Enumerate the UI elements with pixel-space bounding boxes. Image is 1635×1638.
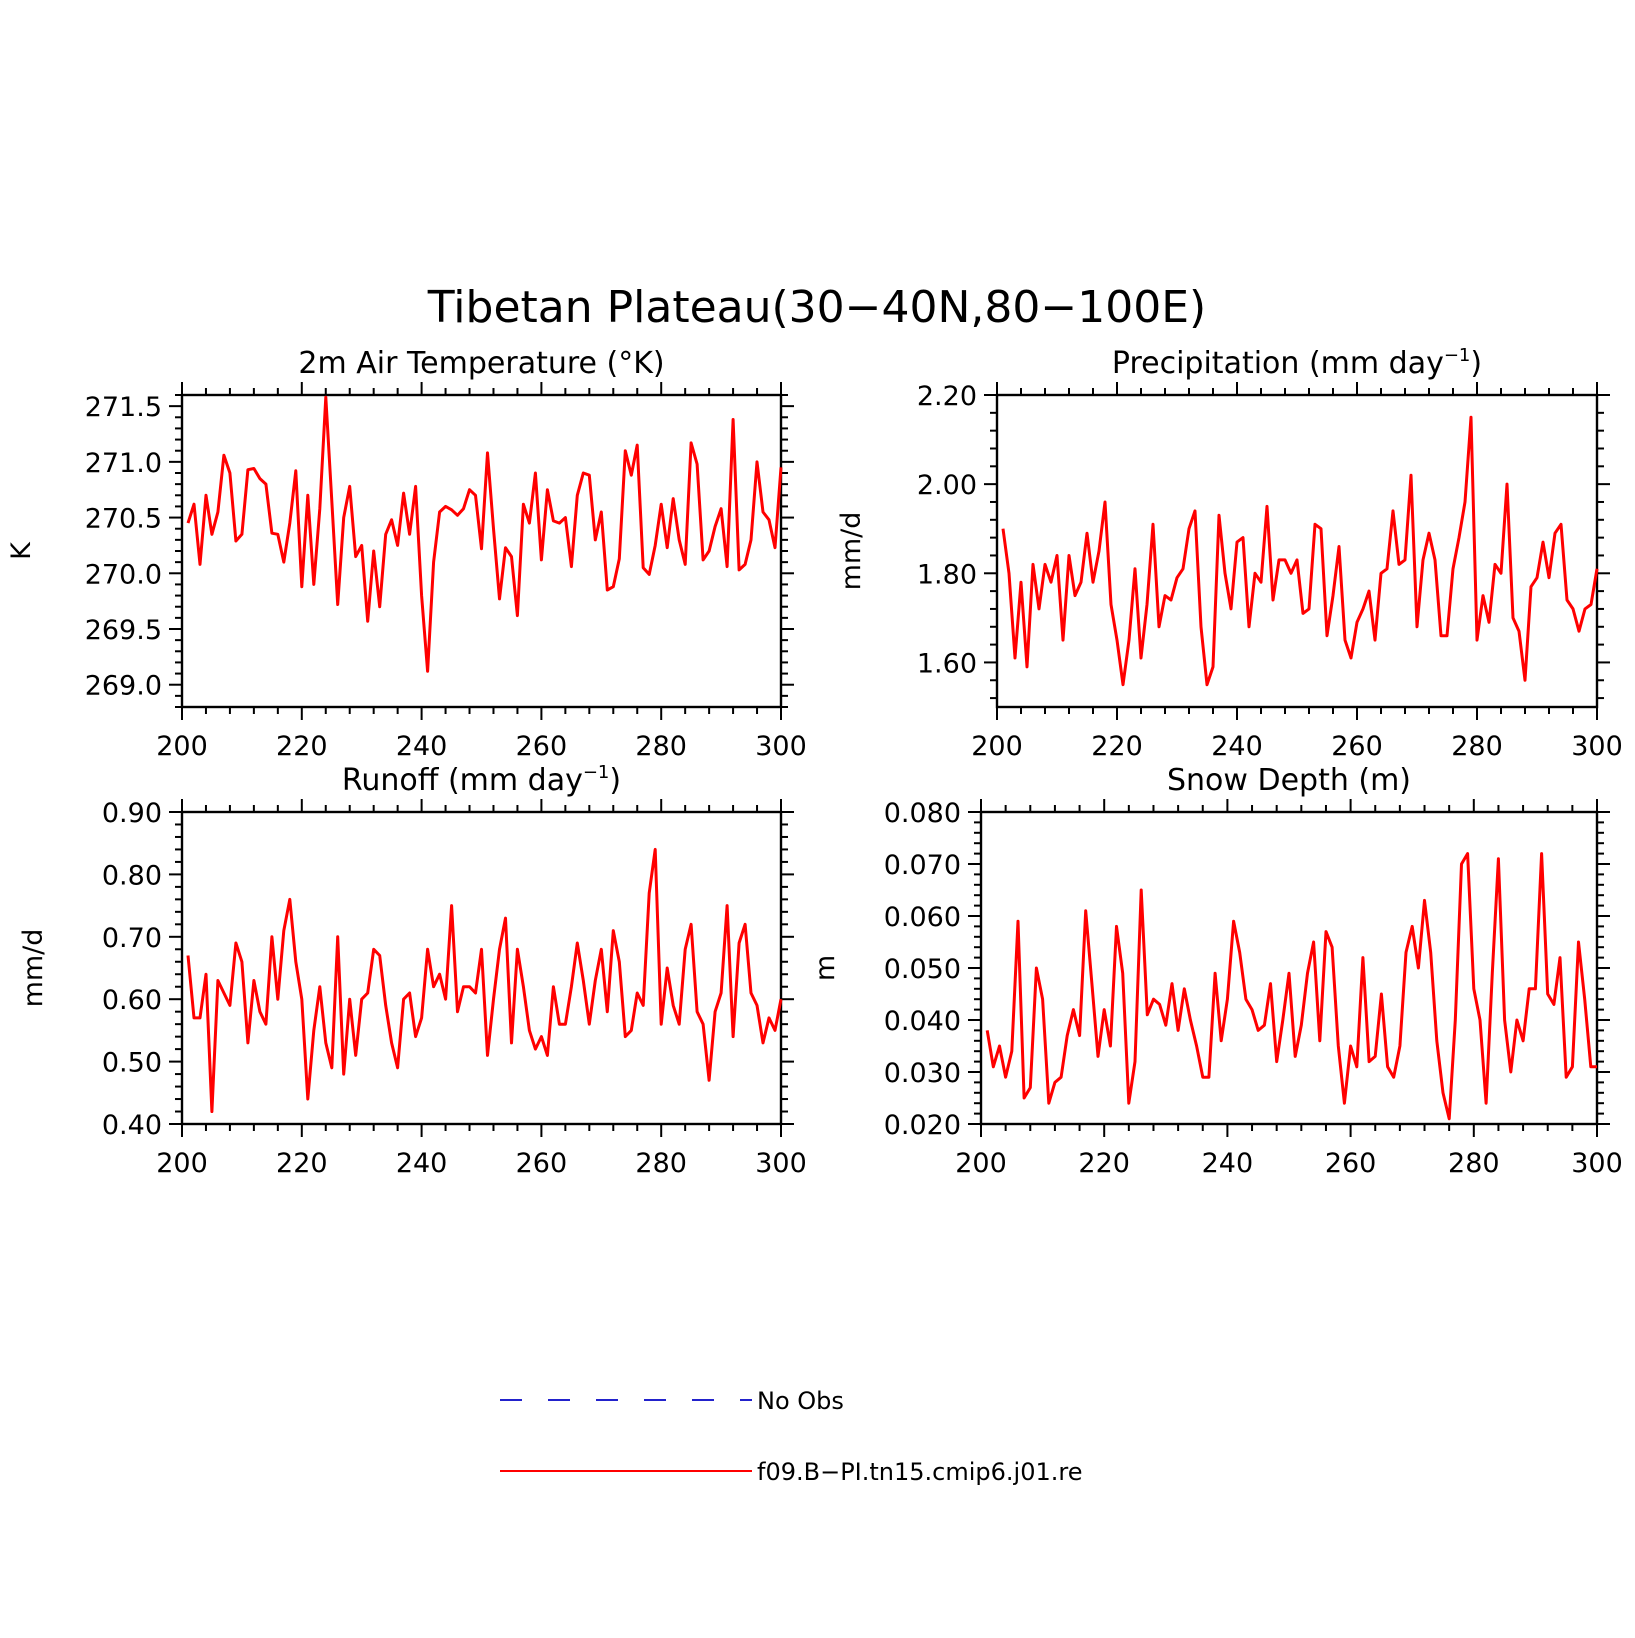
x-tick-label-air-temperature: 300 xyxy=(755,731,807,762)
legend-label-no-obs: No Obs xyxy=(757,1387,844,1415)
x-tick-label-runoff: 220 xyxy=(276,1148,328,1179)
y-tick-label-air-temperature: 269.0 xyxy=(85,671,162,702)
y-tick-label-snow-depth: 0.080 xyxy=(884,798,961,829)
x-tick-label-snow-depth: 200 xyxy=(955,1148,1007,1179)
y-tick-label-air-temperature: 271.0 xyxy=(85,448,162,479)
x-tick-label-air-temperature: 280 xyxy=(635,731,687,762)
y-tick-label-precipitation: 2.20 xyxy=(917,381,977,412)
series-line-snow-depth xyxy=(985,852,1597,1121)
panel-title-air-temperature: 2m Air Temperature (°K) xyxy=(298,346,664,381)
x-tick-label-precipitation: 200 xyxy=(971,731,1023,762)
x-tick-label-precipitation: 280 xyxy=(1451,731,1503,762)
y-tick-label-snow-depth: 0.020 xyxy=(884,1110,961,1141)
x-tick-label-runoff: 240 xyxy=(396,1148,448,1179)
panel-air-temperature: 2m Air Temperature (°K) 200 220 240 260 280 30… xyxy=(6,346,807,762)
panel-runoff: Runoff (mm day−1) 200 220 240 260 280 300 0.40 0… xyxy=(18,762,807,1179)
x-tick-label-precipitation: 220 xyxy=(1091,731,1143,762)
panel-precipitation: Precipitation (mm day−1) 200 220 240 260 280 3… xyxy=(836,345,1623,762)
panel-title-snow-depth: Snow Depth (m) xyxy=(1167,763,1411,798)
x-tick-label-snow-depth: 260 xyxy=(1325,1148,1377,1179)
y-tick-label-air-temperature: 271.5 xyxy=(85,392,162,423)
y-tick-label-air-temperature: 269.5 xyxy=(85,615,162,646)
x-tick-label-precipitation: 260 xyxy=(1331,731,1383,762)
x-tick-label-precipitation: 240 xyxy=(1211,731,1263,762)
panel-snow-depth: Snow Depth (m) 200 220 240 260 280 300 0.020 0.0… xyxy=(810,763,1623,1179)
y-tick-label-snow-depth: 0.050 xyxy=(884,954,961,985)
plot-frame-snow-depth xyxy=(979,810,1599,1126)
plot-frame-runoff xyxy=(180,810,783,1126)
figure-title: Tibetan Plateau(30−40N,80−100E) xyxy=(427,282,1206,333)
x-tick-label-air-temperature: 220 xyxy=(276,731,328,762)
y-axis-label-runoff: mm/d xyxy=(18,929,49,1008)
y-tick-label-snow-depth: 0.030 xyxy=(884,1058,961,1089)
x-tick-label-air-temperature: 240 xyxy=(396,731,448,762)
y-tick-label-runoff: 0.60 xyxy=(102,985,162,1016)
y-tick-label-precipitation: 2.00 xyxy=(917,470,977,501)
x-tick-label-runoff: 300 xyxy=(755,1148,807,1179)
y-tick-label-runoff: 0.80 xyxy=(102,860,162,891)
y-axis-label-precipitation: mm/d xyxy=(836,512,867,591)
y-tick-label-air-temperature: 270.0 xyxy=(85,559,162,590)
y-tick-label-runoff: 0.40 xyxy=(102,1110,162,1141)
x-tick-label-snow-depth: 280 xyxy=(1448,1148,1500,1179)
legend: No Obs f09.B−PI.tn15.cmip6.j01.re xyxy=(500,1387,1082,1486)
x-tick-label-runoff: 200 xyxy=(156,1148,208,1179)
y-tick-label-precipitation: 1.60 xyxy=(917,648,977,679)
x-tick-label-snow-depth: 220 xyxy=(1078,1148,1130,1179)
plot-frame-precipitation xyxy=(995,393,1599,709)
y-tick-label-runoff: 0.90 xyxy=(102,798,162,829)
y-tick-label-air-temperature: 270.5 xyxy=(85,504,162,535)
x-tick-label-snow-depth: 300 xyxy=(1571,1148,1623,1179)
series-line-runoff xyxy=(186,847,783,1113)
y-tick-label-snow-depth: 0.040 xyxy=(884,1006,961,1037)
y-tick-label-snow-depth: 0.070 xyxy=(884,850,961,881)
series-line-air-temperature xyxy=(186,395,783,673)
panel-title-runoff: Runoff (mm day−1) xyxy=(342,762,621,798)
y-tick-label-precipitation: 1.80 xyxy=(917,559,977,590)
x-tick-label-runoff: 260 xyxy=(516,1148,568,1179)
y-axis-label-air-temperature: K xyxy=(6,541,37,560)
series-line-precipitation xyxy=(1001,415,1599,687)
y-tick-label-snow-depth: 0.060 xyxy=(884,902,961,933)
legend-label-model-run: f09.B−PI.tn15.cmip6.j01.re xyxy=(757,1458,1082,1486)
y-tick-label-runoff: 0.50 xyxy=(102,1048,162,1079)
x-tick-label-snow-depth: 240 xyxy=(1202,1148,1254,1179)
x-tick-label-runoff: 280 xyxy=(635,1148,687,1179)
x-tick-label-air-temperature: 260 xyxy=(516,731,568,762)
panel-title-precipitation: Precipitation (mm day−1) xyxy=(1112,345,1482,381)
y-tick-label-runoff: 0.70 xyxy=(102,923,162,954)
chart-panels: 2m Air Temperature (°K) 200 220 240 260 280 30… xyxy=(6,345,1623,1179)
x-tick-label-precipitation: 300 xyxy=(1571,731,1623,762)
x-tick-label-air-temperature: 200 xyxy=(156,731,208,762)
y-axis-label-snow-depth: m xyxy=(810,955,841,981)
